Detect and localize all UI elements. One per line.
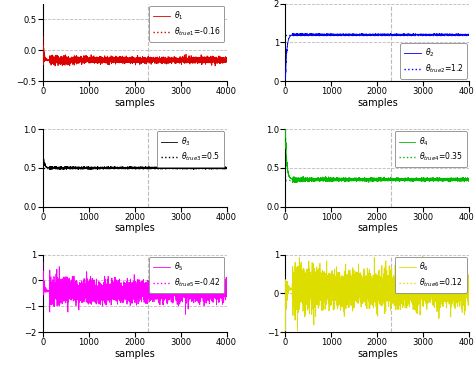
$\theta_5$ [40, 260, 46, 264]
$\theta_5$ [117, 287, 123, 292]
$\theta_6$ [295, 329, 301, 333]
$\theta_6$ [466, 291, 472, 296]
$\theta_{true6}$=0.12 [283, 287, 288, 291]
$\theta_6$ [361, 284, 367, 288]
$\theta_{true3}$=0.5 [40, 166, 46, 170]
$\theta_4$ [466, 177, 472, 182]
Line: $\theta_3$: $\theta_3$ [43, 149, 227, 170]
$\theta_{true5}$=-0.42 [40, 289, 46, 293]
X-axis label: samples: samples [114, 98, 155, 108]
$\theta_5$ [224, 291, 229, 295]
Legend: $\theta_3$, $\theta_{true3}$=0.5: $\theta_3$, $\theta_{true3}$=0.5 [157, 131, 224, 167]
Line: $\theta_6$: $\theta_6$ [285, 256, 469, 331]
$\theta_5$ [218, 284, 224, 288]
Legend: $\theta_5$, $\theta_{true5}$=-0.42: $\theta_5$, $\theta_{true5}$=-0.42 [149, 257, 224, 293]
$\theta_6$ [360, 293, 365, 297]
$\theta_3$ [61, 168, 66, 172]
$\theta_4$ [370, 177, 375, 181]
$\theta_{true5}$=-0.42 [40, 289, 46, 293]
Legend: $\theta_1$, $\theta_{true1}$=-0.16: $\theta_1$, $\theta_{true1}$=-0.16 [149, 6, 224, 42]
$\theta_5$ [40, 299, 46, 303]
$\theta_6$ [416, 276, 422, 280]
$\theta_3$ [173, 165, 179, 169]
$\theta_4$ [292, 180, 298, 185]
$\theta_3$ [118, 166, 124, 170]
Line: $\theta_2$: $\theta_2$ [285, 34, 469, 80]
$\theta_1$ [127, 58, 133, 62]
$\theta_1$ [40, 35, 46, 39]
$\theta_1$ [224, 59, 229, 64]
$\theta_1$ [209, 63, 215, 68]
$\theta_{true1}$=-0.16 [40, 58, 46, 62]
$\theta_3$ [224, 166, 229, 170]
$\theta_4$ [452, 178, 457, 182]
$\theta_3$ [117, 165, 123, 170]
$\theta_4$ [283, 123, 288, 127]
$\theta_4$ [461, 178, 466, 182]
$\theta_2$ [416, 32, 422, 37]
$\theta_4$ [360, 177, 365, 182]
$\theta_5$ [182, 312, 188, 316]
Legend: $\theta_6$, $\theta_{true6}$=0.12: $\theta_6$, $\theta_{true6}$=0.12 [395, 257, 467, 293]
$\theta_{true4}$=0.35 [283, 177, 288, 182]
$\theta_{true6}$=0.12 [283, 287, 288, 291]
$\theta_6$ [370, 287, 375, 291]
$\theta_5$ [209, 290, 215, 295]
X-axis label: samples: samples [114, 349, 155, 359]
$\theta_{true4}$=0.35 [283, 177, 288, 182]
X-axis label: samples: samples [357, 223, 398, 233]
$\theta_3$ [40, 147, 46, 151]
$\theta_1$ [118, 59, 124, 64]
$\theta_2$ [361, 32, 367, 36]
$\theta_3$ [218, 166, 224, 170]
Line: $\theta_1$: $\theta_1$ [43, 36, 227, 66]
$\theta_2$ [452, 32, 457, 37]
$\theta_2$ [461, 32, 466, 37]
$\theta_{true2}$=1.2 [283, 32, 288, 37]
$\theta_5$ [118, 289, 124, 293]
$\theta_1$ [218, 56, 224, 60]
$\theta_6$ [420, 254, 426, 258]
X-axis label: samples: samples [114, 223, 155, 233]
Line: $\theta_4$: $\theta_4$ [285, 125, 469, 182]
X-axis label: samples: samples [357, 98, 398, 108]
$\theta_{true3}$=0.5 [40, 166, 46, 170]
$\theta_1$ [173, 58, 179, 62]
$\theta_2$ [283, 78, 288, 82]
$\theta_1$ [117, 58, 123, 62]
Legend: $\theta_4$, $\theta_{true4}$=0.35: $\theta_4$, $\theta_{true4}$=0.35 [395, 131, 467, 167]
$\theta_3$ [127, 164, 133, 169]
$\theta_4$ [361, 177, 367, 181]
$\theta_6$ [283, 285, 288, 290]
$\theta_3$ [209, 165, 215, 170]
$\theta_2$ [303, 31, 309, 36]
$\theta_1$ [40, 34, 46, 38]
$\theta_1$ [52, 64, 58, 68]
$\theta_4$ [416, 177, 422, 181]
$\theta_5$ [173, 292, 179, 297]
$\theta_5$ [127, 280, 133, 284]
$\theta_6$ [461, 294, 466, 299]
Line: $\theta_5$: $\theta_5$ [43, 262, 227, 314]
$\theta_6$ [452, 287, 457, 291]
$\theta_2$ [370, 32, 375, 37]
$\theta_2$ [360, 32, 365, 36]
X-axis label: samples: samples [357, 349, 398, 359]
$\theta_{true2}$=1.2 [283, 32, 288, 37]
$\theta_{true1}$=-0.16 [40, 58, 46, 62]
Legend: $\theta_2$, $\theta_{true2}$=1.2: $\theta_2$, $\theta_{true2}$=1.2 [400, 43, 467, 79]
$\theta_2$ [466, 32, 472, 37]
